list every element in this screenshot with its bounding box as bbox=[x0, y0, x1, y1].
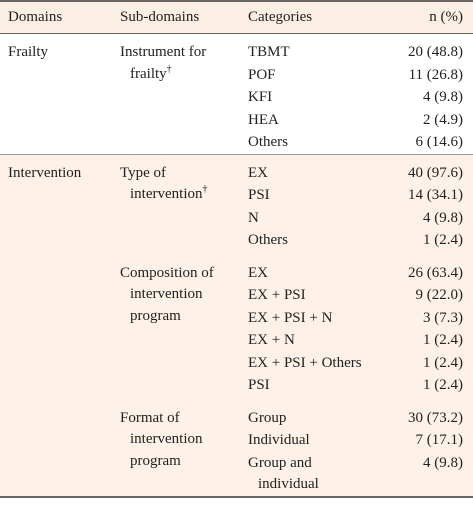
subdomain-text: Instrument for frailty bbox=[120, 44, 207, 82]
table-row: PSI 14 (34.1) bbox=[0, 184, 473, 207]
category-cell: Others bbox=[240, 131, 376, 154]
header-cell: n (%) bbox=[376, 1, 473, 34]
table-row: Individual 7 (17.1) bbox=[0, 429, 473, 452]
count-cell: 9 (22.0) bbox=[376, 284, 473, 307]
table-row: Others 1 (2.4) bbox=[0, 229, 473, 252]
count-cell: 1 (2.4) bbox=[376, 374, 473, 397]
count-cell: 40 (97.6) bbox=[376, 153, 473, 184]
category-cell: EX + N bbox=[240, 329, 376, 352]
table-row: HEA 2 (4.9) bbox=[0, 108, 473, 131]
table-header: Domains Sub-domains Categories n (%) bbox=[0, 1, 473, 34]
table-row: POF 11 (26.8) bbox=[0, 63, 473, 86]
table-row: PSI 1 (2.4) bbox=[0, 374, 473, 397]
table-row: Format of intervention program Group 30 (7… bbox=[0, 396, 473, 497]
count-cell: 1 (2.4) bbox=[376, 351, 473, 374]
section: Frailty Instrument for frailty† TBMT 20 (48… bbox=[0, 33, 473, 154]
count-cell: 4 (9.8) bbox=[376, 206, 473, 229]
subdomain-text: Format of intervention program bbox=[120, 409, 203, 469]
count-cell: 3 (7.3) bbox=[376, 306, 473, 329]
table-row: Intervention Type of intervention† EX 40 (9… bbox=[0, 153, 473, 497]
count-cell: 7 (17.1) bbox=[376, 429, 473, 452]
count-cell: 30 (73.2) bbox=[376, 396, 473, 429]
category-cell: Individual bbox=[240, 429, 376, 452]
category-cell: PSI bbox=[240, 184, 376, 207]
subdomain-cell: Format of intervention program bbox=[112, 396, 240, 497]
count-cell: 11 (26.8) bbox=[376, 63, 473, 86]
table-row: Frailty Instrument for frailty† TBMT 20 (48… bbox=[0, 33, 473, 154]
subdomain-cell: Composition of intervention program bbox=[112, 251, 240, 397]
count-cell: 26 (63.4) bbox=[376, 251, 473, 284]
count-cell: 4 (9.8) bbox=[376, 451, 473, 497]
category-cell: EX + PSI + N bbox=[240, 306, 376, 329]
footnote-mark: † bbox=[202, 184, 208, 195]
count-cell: 1 (2.4) bbox=[376, 329, 473, 352]
table-row: Composition of intervention program EX 26 … bbox=[0, 251, 473, 397]
table-row: KFI 4 (9.8) bbox=[0, 86, 473, 109]
category-cell: EX + PSI + Others bbox=[240, 351, 376, 374]
category-cell: Group and individual bbox=[240, 451, 376, 497]
count-cell: 2 (4.9) bbox=[376, 108, 473, 131]
table-row: EX + PSI 9 (22.0) bbox=[0, 284, 473, 307]
subdomain-cell: Type of intervention† bbox=[112, 153, 240, 252]
table-row: EX + PSI + Others 1 (2.4) bbox=[0, 351, 473, 374]
subdomain-text: Type of intervention bbox=[120, 164, 203, 203]
category-cell: TBMT bbox=[240, 33, 376, 64]
count-cell: 20 (48.8) bbox=[376, 33, 473, 64]
footnote-mark: † bbox=[166, 63, 172, 75]
subdomain-cell: Instrument for frailty† bbox=[112, 33, 240, 154]
category-cell: N bbox=[240, 206, 376, 229]
domain-cell: Intervention bbox=[0, 153, 112, 497]
category-cell: PSI bbox=[240, 374, 376, 397]
category-cell: EX bbox=[240, 153, 376, 184]
category-cell: Others bbox=[240, 229, 376, 252]
category-cell: Group bbox=[240, 396, 376, 429]
header-cell: Categories bbox=[240, 1, 376, 34]
table-row: Group and individual 4 (9.8) bbox=[0, 451, 473, 497]
domain-cell: Frailty bbox=[0, 33, 112, 154]
count-cell: 6 (14.6) bbox=[376, 131, 473, 154]
category-cell: KFI bbox=[240, 86, 376, 109]
header-cell: Sub-domains bbox=[112, 1, 240, 34]
table-row: Others 6 (14.6) bbox=[0, 131, 473, 154]
header-row: Domains Sub-domains Categories n (%) bbox=[0, 1, 473, 34]
category-cell: POF bbox=[240, 63, 376, 86]
section: Intervention Type of intervention† EX 40 (9… bbox=[0, 153, 473, 497]
category-cell: EX bbox=[240, 251, 376, 284]
subdomain-text: Composition of intervention program bbox=[120, 264, 214, 324]
category-cell: EX + PSI bbox=[240, 284, 376, 307]
header-cell: Domains bbox=[0, 1, 112, 34]
count-cell: 1 (2.4) bbox=[376, 229, 473, 252]
count-cell: 14 (34.1) bbox=[376, 184, 473, 207]
category-cell: HEA bbox=[240, 108, 376, 131]
count-cell: 4 (9.8) bbox=[376, 86, 473, 109]
